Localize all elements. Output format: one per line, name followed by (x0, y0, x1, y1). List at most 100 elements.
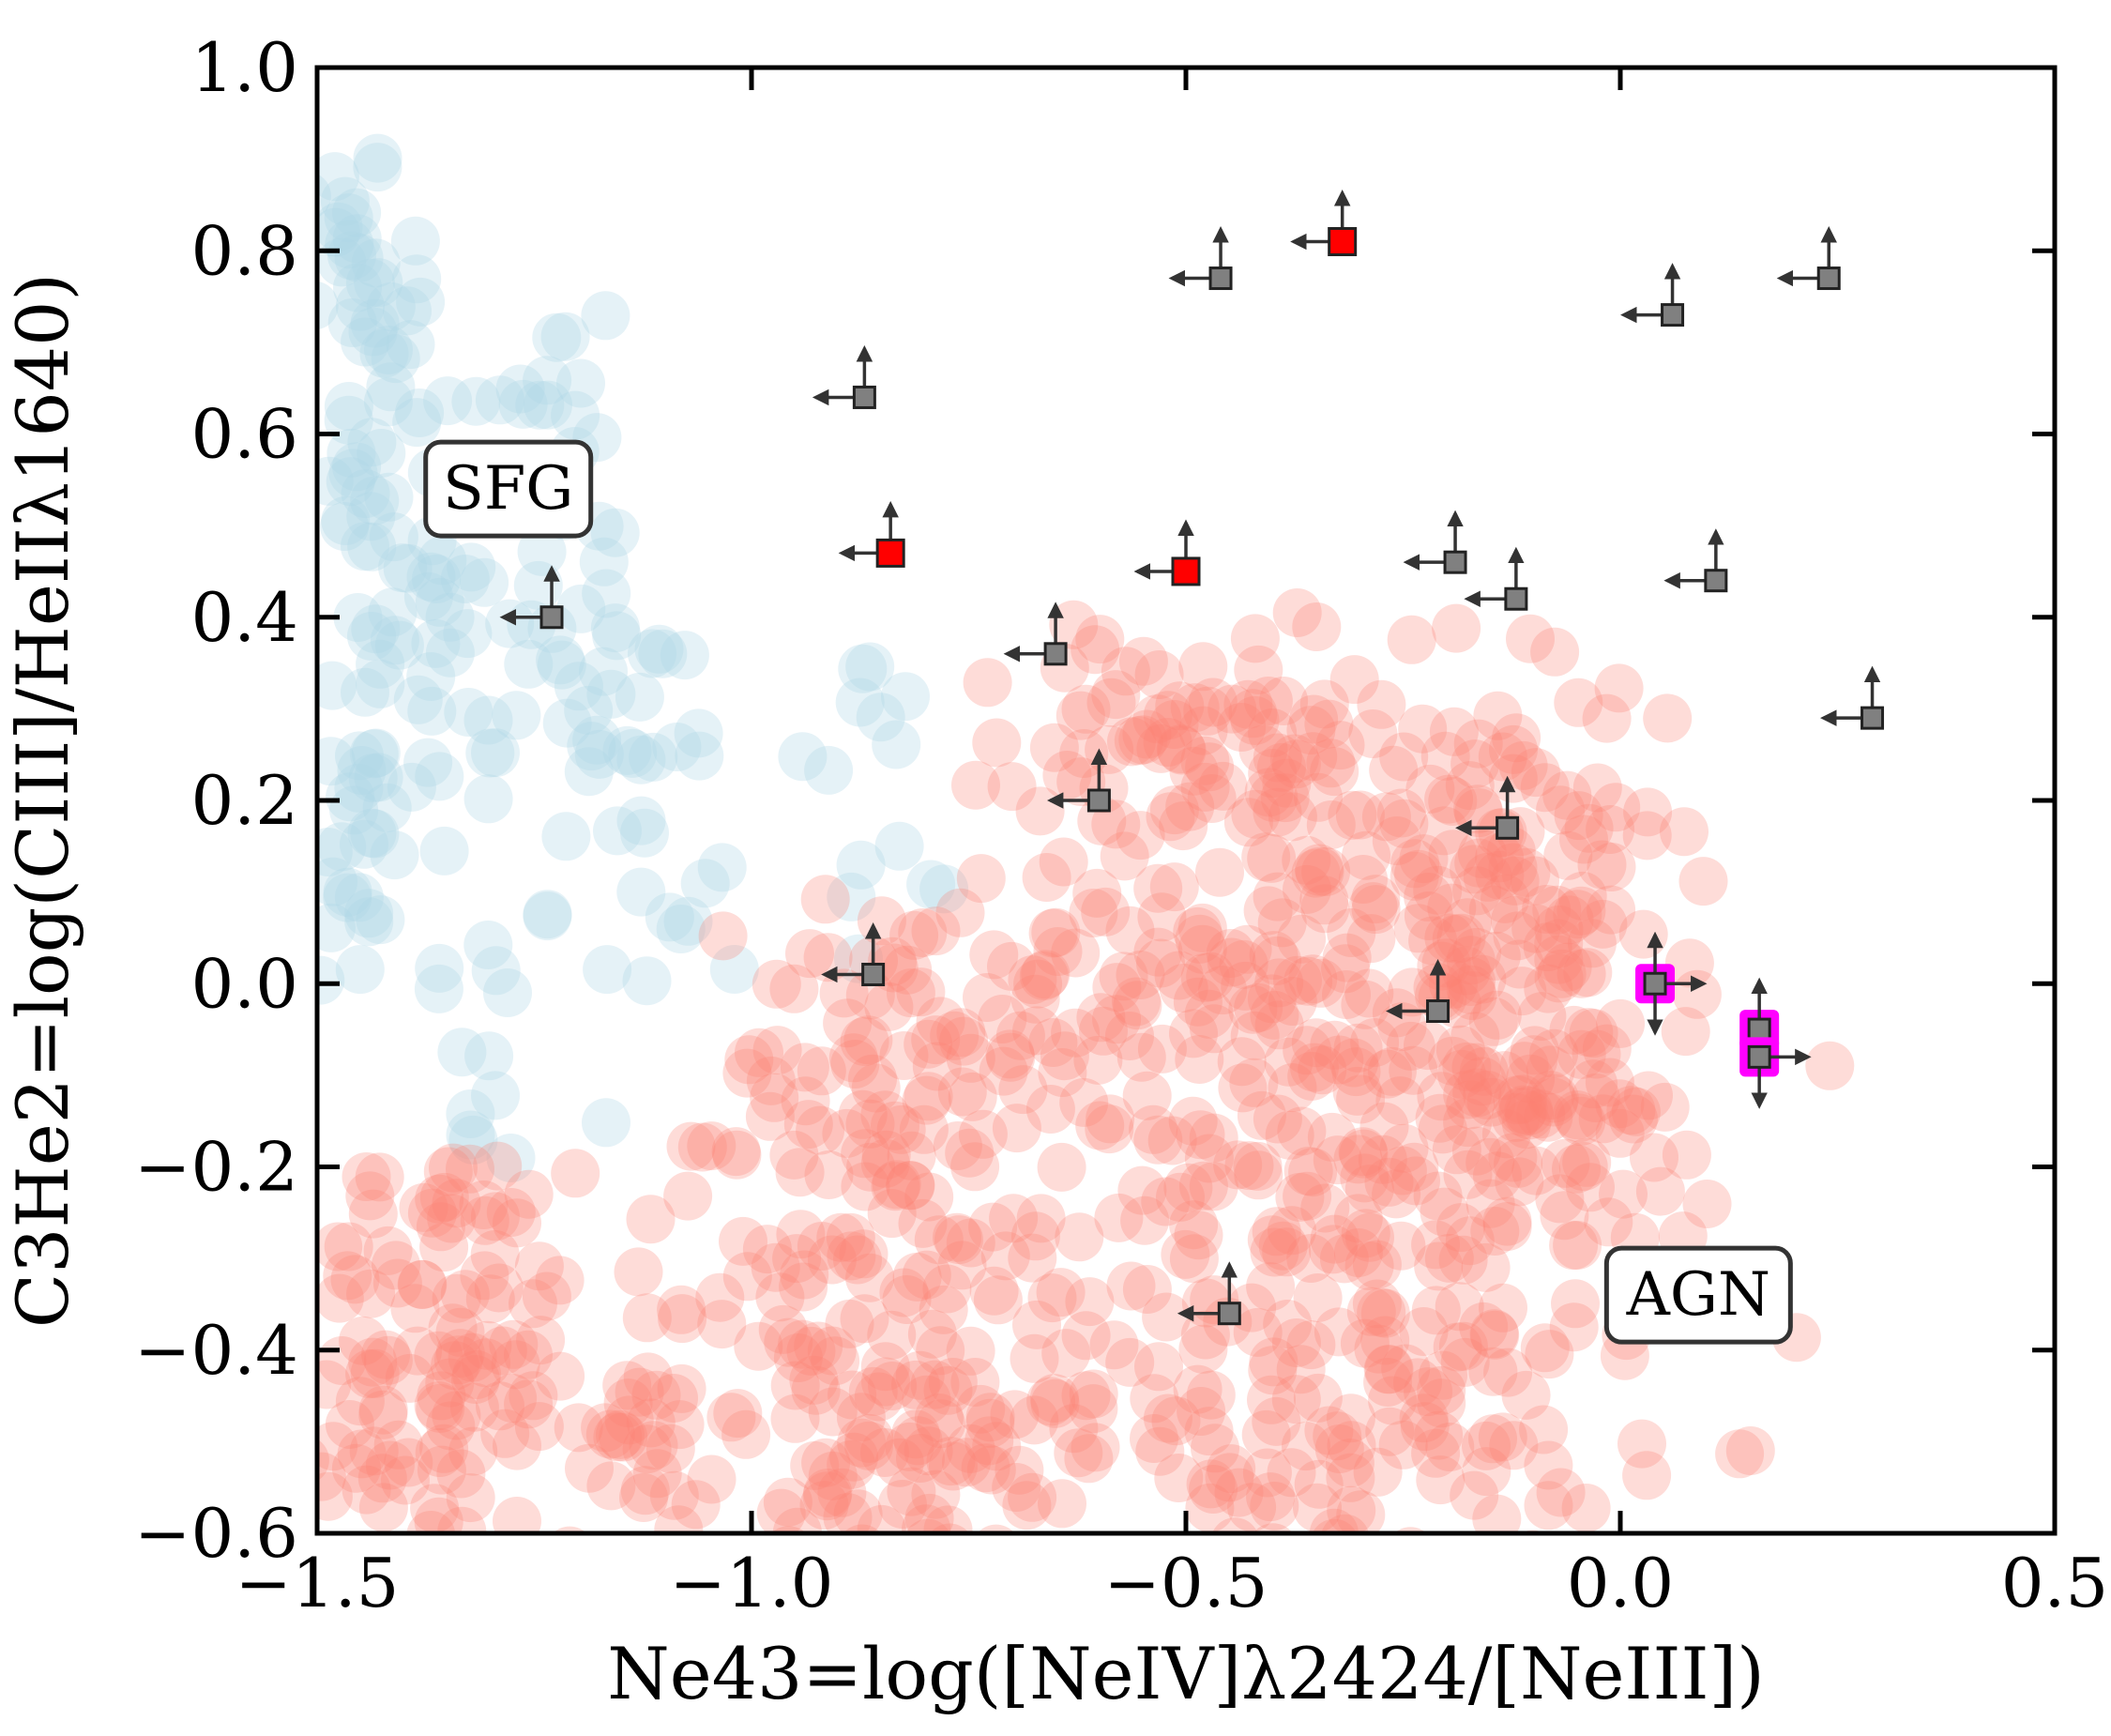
agn-cloud-point (473, 1141, 523, 1191)
agn-cloud-point (973, 1275, 1023, 1325)
agn-cloud-point (1554, 678, 1603, 727)
agn-cloud-point (1306, 739, 1356, 788)
sfg-cloud-point (369, 512, 418, 562)
agn-cloud-point (317, 1222, 363, 1272)
agn-cloud-point (1028, 1018, 1078, 1067)
y-tick-label: −0.4 (134, 1311, 298, 1390)
agn-cloud-point (317, 1452, 346, 1501)
agn-cloud-point (964, 1416, 1014, 1466)
agn-cloud-point (773, 1333, 823, 1382)
agn-cloud-point (1189, 1465, 1238, 1514)
agn-cloud-point (1495, 1157, 1544, 1207)
sfg-cloud-point (446, 1089, 495, 1138)
y-tick-label: 1.0 (190, 28, 298, 107)
agn-cloud-point (614, 1545, 662, 1593)
agn-cloud-point (1135, 1426, 1185, 1476)
agn-cloud-point (1497, 967, 1547, 1016)
sfg-cloud-point (463, 695, 513, 745)
agn-cloud-point (393, 1326, 443, 1376)
agn-cloud-point (415, 1174, 464, 1224)
agn-cloud-point (1511, 748, 1560, 798)
agn-cloud-point (1056, 691, 1105, 740)
sfg-cloud-point (386, 320, 435, 370)
agn-cloud-point (1466, 1137, 1515, 1187)
agn-cloud-point (1466, 1077, 1516, 1127)
agn-cloud-point (599, 1412, 648, 1462)
agn-cloud-point (1064, 1434, 1114, 1484)
agn-cloud-point (1425, 1423, 1475, 1471)
agn-cloud-point (1428, 830, 1478, 879)
agn-cloud-point (899, 1104, 949, 1154)
agn-cloud-point (1141, 1177, 1191, 1226)
agn-cloud-point (480, 1409, 530, 1458)
gray-square-marker (1704, 569, 1728, 593)
sfg-cloud-point (709, 945, 759, 994)
agn-cloud-point (1442, 1042, 1492, 1091)
sfg-cloud-point (586, 669, 636, 719)
agn-cloud-point (1306, 800, 1356, 849)
agn-cloud-point (1211, 1517, 1258, 1533)
agn-cloud-point (1572, 763, 1622, 813)
agn-cloud-point (1010, 1395, 1059, 1445)
agn-cloud-point (1329, 655, 1379, 705)
agn-cloud-point (493, 1497, 541, 1533)
agn-cloud-point (1622, 1451, 1672, 1500)
sfg-cloud-point (523, 890, 572, 939)
agn-cloud-point (1029, 723, 1079, 772)
agn-cloud-point (357, 1454, 407, 1503)
sfg-cloud-point (354, 258, 403, 308)
agn-cloud-point (1470, 1207, 1520, 1256)
agn-cloud-point (1233, 1307, 1283, 1357)
agn-cloud-point (789, 1355, 839, 1405)
agn-cloud-point (581, 1403, 630, 1453)
agn-cloud-point (1190, 1004, 1238, 1054)
agn-cloud-point (1130, 1414, 1178, 1463)
agn-cloud-point (883, 945, 933, 995)
sfg-region-label-box: SFG (423, 439, 594, 539)
agn-cloud-point (1562, 1137, 1612, 1187)
sfg-cloud-point (333, 263, 382, 312)
sfg-cloud-point (532, 312, 582, 362)
agn-cloud-point (365, 1440, 415, 1490)
agn-cloud-point (1173, 977, 1223, 1027)
agn-cloud-point (1468, 997, 1518, 1046)
agn-cloud-point (1488, 843, 1538, 892)
gray-square-marker (852, 385, 876, 409)
agn-cloud-point (929, 1441, 978, 1491)
sfg-cloud-point (554, 662, 603, 711)
sfg-cloud-point (590, 603, 640, 653)
sfg-cloud-point (415, 577, 464, 627)
agn-cloud-point (1265, 1110, 1314, 1160)
agn-cloud-point (1247, 1215, 1297, 1265)
agn-cloud-point (1379, 732, 1429, 782)
agn-cloud-point (1149, 785, 1199, 835)
agn-cloud-point (763, 1477, 813, 1527)
agn-cloud-point (462, 1338, 511, 1388)
agn-cloud-point (1662, 1130, 1711, 1180)
agn-cloud-point (1184, 1134, 1234, 1183)
sfg-cloud-point (440, 555, 490, 603)
agn-cloud-point (1242, 1448, 1292, 1498)
agn-cloud-point (1805, 1041, 1855, 1090)
agn-cloud-point (1321, 1514, 1370, 1533)
sfg-cloud-point (356, 639, 405, 689)
agn-cloud-point (1246, 1262, 1296, 1312)
agn-cloud-point (1327, 1421, 1376, 1470)
sfg-cloud-point (628, 629, 676, 678)
agn-cloud-point (1404, 873, 1453, 921)
agn-cloud-point (1577, 840, 1627, 890)
agn-cloud-point (735, 1028, 783, 1077)
sfg-cloud-point (660, 631, 709, 680)
agn-cloud-point (1329, 1038, 1379, 1088)
agn-cloud-point (1314, 1424, 1364, 1473)
agn-cloud-point (1478, 732, 1527, 782)
agn-cloud-point (1594, 663, 1644, 713)
agn-cloud-point (1481, 1109, 1531, 1159)
sfg-cloud-point (374, 620, 424, 670)
agn-cloud-point (460, 1251, 509, 1301)
gray-square-marker (1217, 1302, 1241, 1326)
agn-cloud-point (1457, 1057, 1507, 1106)
agn-cloud-point (1277, 1106, 1327, 1156)
agn-cloud-point (1584, 1197, 1633, 1247)
agn-cloud-point (1379, 1123, 1429, 1173)
